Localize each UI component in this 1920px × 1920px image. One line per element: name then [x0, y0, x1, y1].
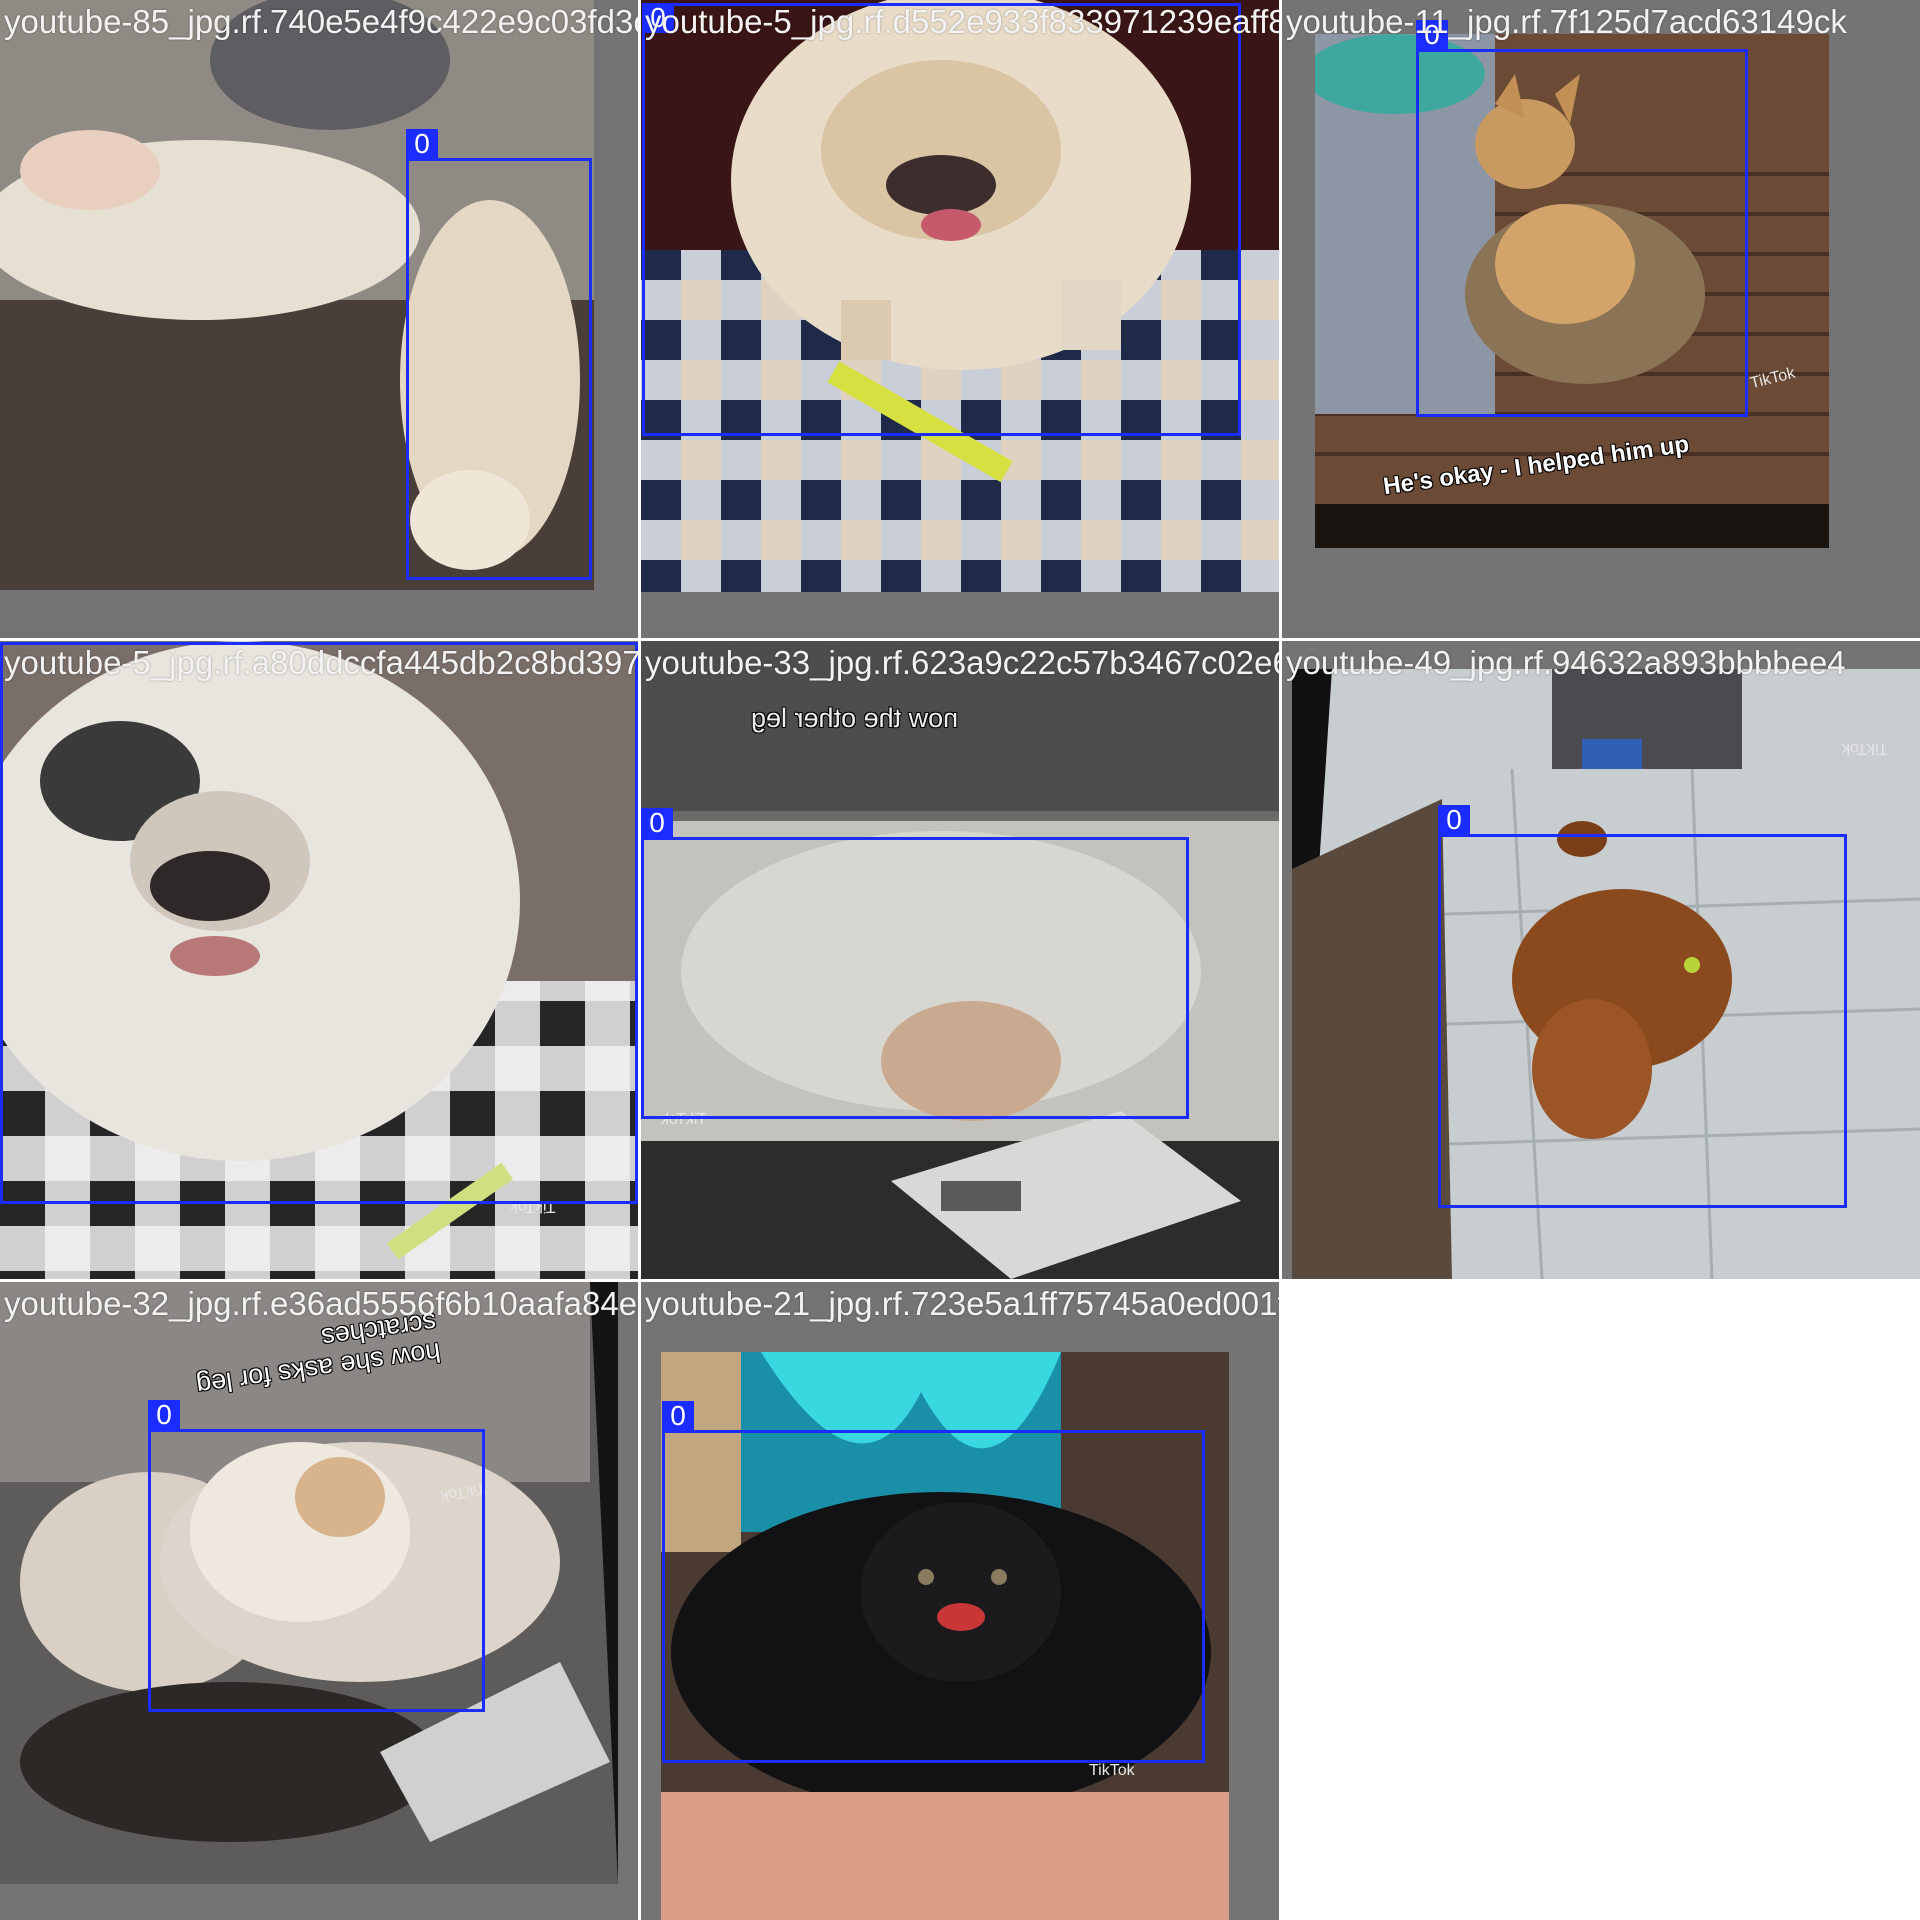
- box-class-label-8: 0: [662, 1401, 694, 1431]
- box-class-label-6: 0: [1438, 805, 1470, 835]
- box-class-label-7: 0: [148, 1400, 180, 1430]
- box-class-label-3: 0: [1416, 20, 1448, 50]
- bounding-box-4: 0: [0, 642, 638, 1204]
- grid-tile-2: youtube-5_jpg.rf.d552e933f833971239eaff8…: [641, 0, 1279, 638]
- bounding-box-3: 0: [1416, 20, 1748, 417]
- tiktok-watermark-6: TikTok: [1842, 740, 1888, 757]
- tile-image-2: [641, 0, 1279, 592]
- box-class-label-1: 0: [406, 129, 438, 159]
- tile-image-4: [0, 641, 638, 1279]
- grid-tile-3: He's okay - I helped him up TikTok youtu…: [1282, 0, 1920, 638]
- bounding-box-6: 0: [1438, 805, 1847, 1208]
- bounding-box-7: 0: [148, 1400, 485, 1712]
- bounding-box-8: 0: [662, 1401, 1205, 1763]
- video-caption-5: now the other leg: [751, 703, 959, 733]
- tile-image-8: [661, 1352, 1229, 1920]
- bounding-box-1: 0: [406, 129, 592, 580]
- box-class-label-2: 0: [642, 3, 674, 33]
- tile-image-3: [1315, 34, 1829, 548]
- grid-tile-4: TikTok youtube-5_jpg.rf.a80ddccfa445db2c…: [0, 641, 638, 1279]
- tile-image-5: [641, 641, 1279, 1279]
- tile-image-1: [0, 0, 594, 590]
- tile-title-8: youtube-21_jpg.rf.723e5a1ff75745a0ed001f: [645, 1285, 1279, 1322]
- tile-image-7: [0, 1282, 618, 1884]
- bounding-box-5: 0: [641, 808, 1189, 1119]
- bounding-box-2: 0: [642, 3, 1241, 436]
- grid-tile-8: TikTok youtube-21_jpg.rf.723e5a1ff75745a…: [641, 1282, 1279, 1920]
- grid-tile-5: now the other leg TikTok youtube-33_jpg.…: [641, 641, 1279, 1279]
- grid-tile-6: TikTok youtube-49_jpg.rf.94632a893bbbbee…: [1282, 641, 1920, 1279]
- grid-tile-7: how she asks for leg scratches TikTok yo…: [0, 1282, 638, 1920]
- tile-image-6: [1292, 669, 1920, 1279]
- tiktok-watermark-8: TikTok: [1089, 1762, 1135, 1779]
- grid-tile-1: youtube-85_jpg.rf.740e5e4f9c422e9c03fd3c…: [0, 0, 638, 638]
- box-class-label-5: 0: [641, 808, 673, 838]
